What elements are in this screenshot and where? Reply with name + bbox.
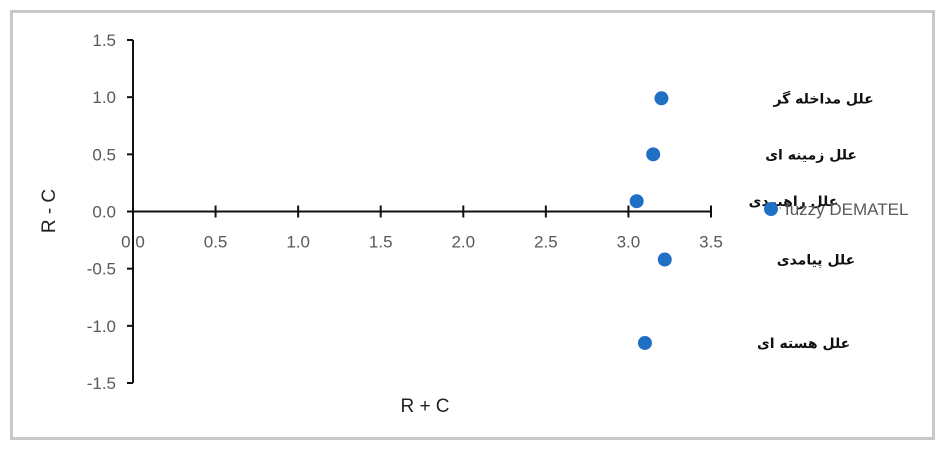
x-tick-label: 3.5 [699,233,723,252]
y-axis-title: R - C [39,189,60,233]
data-point [657,252,672,267]
y-axis-ticks: 1.5 1.0 0.5 0.0 -0.5 -1.0 -1.5 [87,31,133,393]
y-tick-label: -0.5 [87,260,116,279]
point-label: علل پیامدی [777,253,855,269]
x-axis-title: R + C [400,396,449,417]
x-tick-label: 3.0 [617,233,641,252]
x-tick-label: 1.0 [286,233,310,252]
data-points [629,91,672,350]
x-tick-label: 2.5 [534,233,558,252]
x-tick-label: 0.5 [204,233,228,252]
data-point [629,194,644,209]
y-tick-label: 0.0 [92,203,116,222]
data-point [637,335,652,350]
legend: fuzzy DEMATEL [764,200,908,219]
x-tick-label: 2.0 [451,233,475,252]
data-point [646,147,661,162]
y-tick-label: -1.5 [87,374,116,393]
point-label: علل مداخله گر [772,90,873,107]
y-tick-label: 0.5 [92,145,116,164]
point-label: علل هسته ای [757,336,850,352]
data-point [654,91,669,106]
legend-marker [764,202,778,216]
y-tick-label: 1.5 [92,31,116,50]
x-tick-label: 1.5 [369,233,393,252]
chart-frame [10,10,935,440]
y-tick-label: 1.0 [92,88,116,107]
legend-label: fuzzy DEMATEL [785,200,908,219]
point-label: علل زمینه ای [765,147,857,163]
y-tick-label: -1.0 [87,317,116,336]
